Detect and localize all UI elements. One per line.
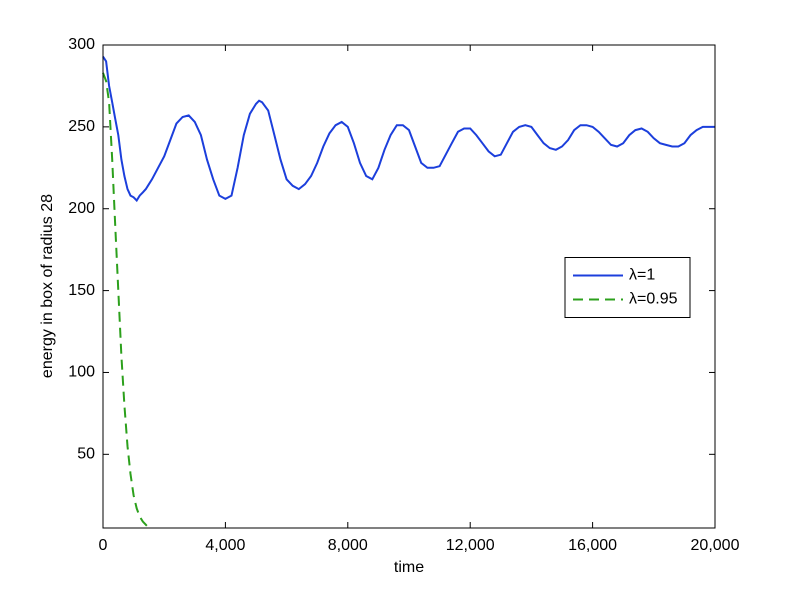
y-tick-label: 150 bbox=[68, 282, 95, 299]
plot-frame bbox=[102, 44, 716, 529]
y-tick-label: 100 bbox=[68, 364, 95, 381]
y-tick-label: 50 bbox=[77, 446, 95, 463]
y-axis-label: energy in box of radius 28 bbox=[39, 194, 56, 378]
series-line bbox=[102, 72, 149, 528]
legend-box bbox=[564, 257, 691, 318]
series-line bbox=[102, 55, 715, 203]
x-tick-label: 4,000 bbox=[205, 537, 245, 554]
x-tick-label: 8,000 bbox=[328, 537, 368, 554]
y-tick-label: 200 bbox=[68, 200, 95, 217]
x-tick-label: 0 bbox=[99, 537, 108, 554]
y-tick-label: 250 bbox=[68, 118, 95, 135]
x-axis-label: time bbox=[394, 559, 424, 576]
legend-label: λ=0.95 bbox=[629, 291, 678, 308]
x-tick-label: 12,000 bbox=[446, 537, 495, 554]
x-tick-label: 20,000 bbox=[691, 537, 740, 554]
legend-label: λ=1 bbox=[629, 267, 655, 284]
y-tick-label: 300 bbox=[68, 36, 95, 53]
x-tick-label: 16,000 bbox=[568, 537, 617, 554]
